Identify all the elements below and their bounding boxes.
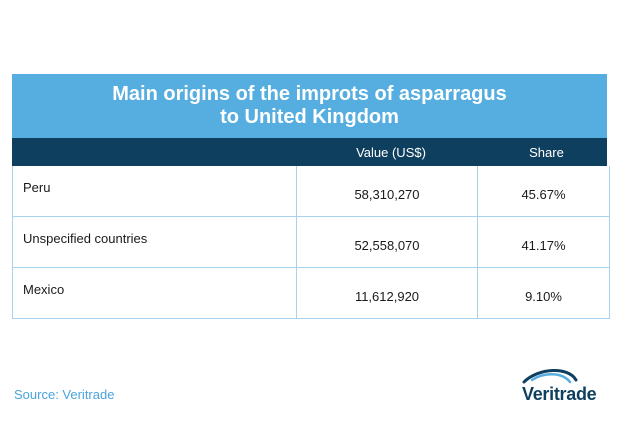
cell-share: 41.17% <box>477 216 610 268</box>
veritrade-logo: Veritrade <box>518 366 608 410</box>
table-header-row: Value (US$) Share <box>12 138 607 166</box>
source-note: Source: Veritrade <box>14 387 115 402</box>
cell-country: Mexico <box>12 267 297 319</box>
cell-country: Unspecified countries <box>12 216 297 268</box>
logo-text: Veritrade <box>522 384 597 404</box>
table-title-line1: Main origins of the improts of asparragu… <box>112 83 507 105</box>
cell-value: 11,612,920 <box>296 267 478 319</box>
table-row: Mexico 11,612,920 9.10% <box>12 267 610 319</box>
cell-share: 45.67% <box>477 166 610 217</box>
logo-swoosh-icon <box>522 368 578 384</box>
cell-value: 58,310,270 <box>296 166 478 217</box>
table-row: Peru 58,310,270 45.67% <box>12 166 610 217</box>
table-title-line2: to United Kingdom <box>220 106 399 128</box>
table-title: Main origins of the improts of asparragu… <box>12 74 607 138</box>
cell-value: 52,558,070 <box>296 216 478 268</box>
cell-share: 9.10% <box>477 267 610 319</box>
data-table: Peru 58,310,270 45.67% Unspecified countrie… <box>12 166 610 319</box>
data-table-card: Main origins of the improts of asparragu… <box>12 74 610 319</box>
table-row: Unspecified countries 52,558,070 41.17% <box>12 216 610 268</box>
cell-country: Peru <box>12 166 297 217</box>
header-share: Share <box>529 144 564 160</box>
header-value: Value (US$) <box>356 144 426 160</box>
